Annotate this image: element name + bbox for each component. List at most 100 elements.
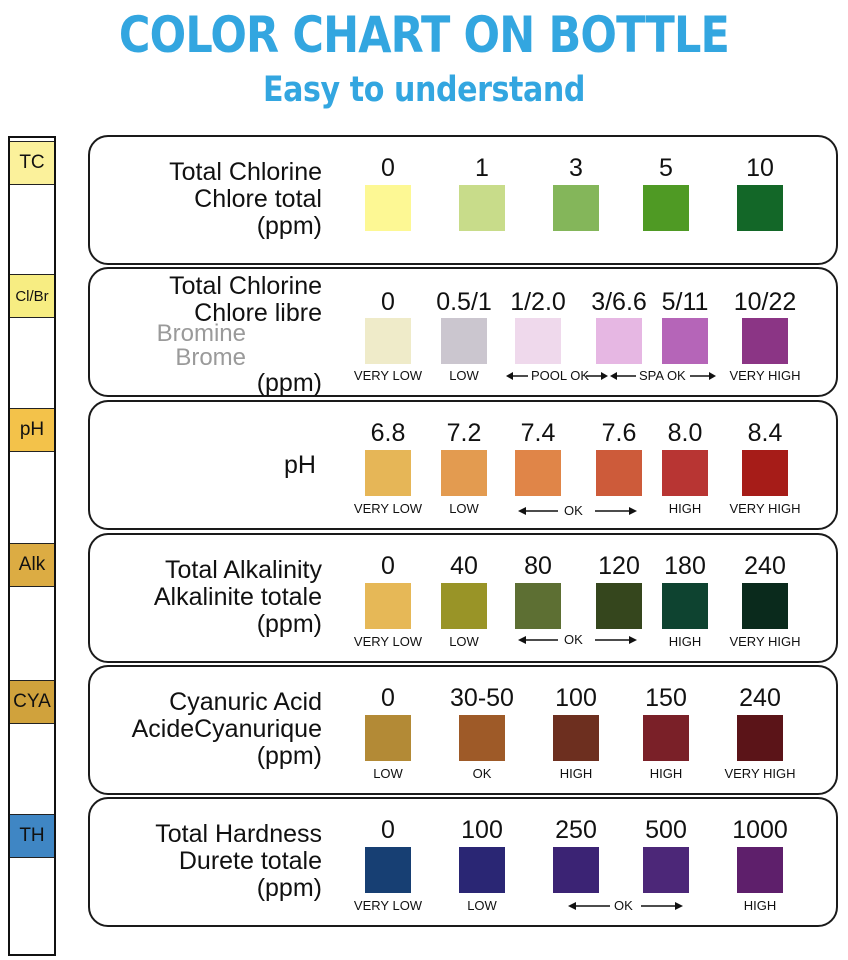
row-label-line: Brome bbox=[175, 344, 246, 371]
row-label-line: Chlore total bbox=[194, 185, 322, 213]
row-label-line: (ppm) bbox=[256, 369, 322, 397]
color-swatch bbox=[643, 847, 689, 893]
value-label: 3/6.6 bbox=[591, 288, 647, 316]
level-tag: VERY LOW bbox=[353, 898, 423, 913]
level-tag: HIGH bbox=[668, 634, 702, 649]
row-total-alkalinity: Total Alkalinity Alkalinite totale (ppm)… bbox=[88, 533, 838, 663]
level-tag: VERY LOW bbox=[353, 368, 423, 383]
color-swatch bbox=[365, 715, 411, 761]
row-total-chlorine: Total Chlorine Chlore total (ppm) 0 1 3 5 10 bbox=[88, 135, 838, 265]
value-label: 5/11 bbox=[661, 288, 709, 316]
level-tag: VERY LOW bbox=[353, 501, 423, 516]
level-tag: HIGH bbox=[559, 766, 593, 781]
ok-arrow-right bbox=[641, 899, 683, 913]
value-label: 8.4 bbox=[747, 419, 783, 447]
ok-arrow-right bbox=[595, 633, 637, 647]
value-label: 7.6 bbox=[601, 419, 637, 447]
ok-arrow-right bbox=[595, 504, 637, 518]
value-label: 100 bbox=[461, 816, 503, 844]
level-tag: HIGH bbox=[743, 898, 777, 913]
value-label: 240 bbox=[739, 684, 781, 712]
value-label: 7.2 bbox=[446, 419, 482, 447]
row-label-line: (ppm) bbox=[256, 610, 322, 638]
value-label: 40 bbox=[450, 552, 478, 580]
pool-ok-arrow-right bbox=[586, 369, 608, 383]
row-label-line: Cyanuric Acid bbox=[169, 688, 322, 716]
test-strip: TC Cl/Br pH Alk CYA TH bbox=[8, 136, 56, 956]
row-label-line: (ppm) bbox=[256, 874, 322, 902]
value-label: 3 bbox=[569, 154, 583, 182]
spa-ok-label: SPA OK bbox=[639, 368, 686, 383]
color-swatch bbox=[441, 450, 487, 496]
color-swatch bbox=[742, 450, 788, 496]
level-tag: VERY HIGH bbox=[724, 766, 796, 781]
pool-ok-arrow-left bbox=[506, 369, 528, 383]
color-swatch bbox=[515, 583, 561, 629]
level-tag: LOW bbox=[449, 368, 479, 383]
row-label-line: Bromine bbox=[156, 320, 246, 347]
color-swatch bbox=[441, 318, 487, 364]
row-label-bromine: Bromine Brome bbox=[157, 322, 246, 370]
ok-arrow-left bbox=[518, 633, 558, 647]
strip-pad-ph: pH bbox=[10, 408, 54, 452]
value-label: 500 bbox=[645, 816, 687, 844]
value-label: 0 bbox=[381, 684, 395, 712]
strip-pad-th: TH bbox=[10, 814, 54, 858]
color-swatch bbox=[742, 583, 788, 629]
ok-label: OK bbox=[564, 632, 583, 647]
strip-pad-label: pH bbox=[19, 419, 45, 440]
strip-pad-clbr: Cl/Br bbox=[10, 274, 54, 318]
row-label-line: pH bbox=[284, 451, 316, 479]
color-swatch bbox=[553, 715, 599, 761]
strip-pad-tc: TC bbox=[10, 141, 54, 185]
value-label: 0.5/1 bbox=[436, 288, 492, 316]
value-label: 0 bbox=[381, 288, 395, 316]
ok-arrow-left bbox=[518, 504, 558, 518]
strip-pad-label: CYA bbox=[13, 691, 51, 712]
color-swatch bbox=[662, 583, 708, 629]
row-label-line: (ppm) bbox=[256, 742, 322, 770]
color-swatch bbox=[553, 847, 599, 893]
color-swatch bbox=[662, 318, 708, 364]
color-swatch bbox=[737, 715, 783, 761]
color-swatch bbox=[365, 450, 411, 496]
value-label: 7.4 bbox=[520, 419, 556, 447]
level-tag: VERY HIGH bbox=[729, 501, 801, 516]
row-label-line: Total Hardness bbox=[155, 820, 322, 848]
color-swatch bbox=[737, 847, 783, 893]
value-label: 5 bbox=[659, 154, 673, 182]
row-label-unit: (ppm) bbox=[257, 370, 322, 397]
pool-ok-label: POOL OK bbox=[531, 368, 590, 383]
level-tag: LOW bbox=[467, 898, 497, 913]
value-label: 120 bbox=[598, 552, 640, 580]
row-label-line: Total Chlorine bbox=[169, 158, 322, 186]
row-total-hardness: Total Hardness Durete totale (ppm) OK 0 V… bbox=[88, 797, 838, 927]
color-swatch bbox=[662, 450, 708, 496]
color-swatch bbox=[365, 583, 411, 629]
color-swatch bbox=[365, 318, 411, 364]
value-label: 0 bbox=[381, 154, 395, 182]
row-label: Total Alkalinity Alkalinite totale (ppm) bbox=[154, 557, 322, 638]
row-label: Total Chlorine Chlore total (ppm) bbox=[169, 159, 322, 240]
page-title: COLOR CHART ON BOTTLE bbox=[118, 6, 730, 64]
value-label: 10 bbox=[746, 154, 774, 182]
color-swatch bbox=[441, 583, 487, 629]
value-label: 0 bbox=[381, 552, 395, 580]
row-label: pH bbox=[284, 452, 316, 479]
ok-label: OK bbox=[564, 503, 583, 518]
value-label: 10/22 bbox=[733, 288, 797, 316]
value-label: 180 bbox=[664, 552, 706, 580]
color-swatch bbox=[643, 715, 689, 761]
strip-pad-cya: CYA bbox=[10, 680, 54, 724]
spa-ok-arrow-left bbox=[610, 369, 636, 383]
level-tag: VERY HIGH bbox=[729, 634, 801, 649]
ok-arrow-left bbox=[568, 899, 610, 913]
row-ph: pH OK 6.8 VERY LOW 7.2 LOW 7.4 7.6 8.0 HIGH 8.4 V… bbox=[88, 400, 838, 530]
value-label: 250 bbox=[555, 816, 597, 844]
color-swatch bbox=[459, 185, 505, 231]
spa-ok-arrow-right bbox=[690, 369, 716, 383]
value-label: 240 bbox=[744, 552, 786, 580]
page-subtitle: Easy to understand bbox=[263, 70, 585, 110]
color-swatch bbox=[737, 185, 783, 231]
value-label: 1000 bbox=[732, 816, 788, 844]
